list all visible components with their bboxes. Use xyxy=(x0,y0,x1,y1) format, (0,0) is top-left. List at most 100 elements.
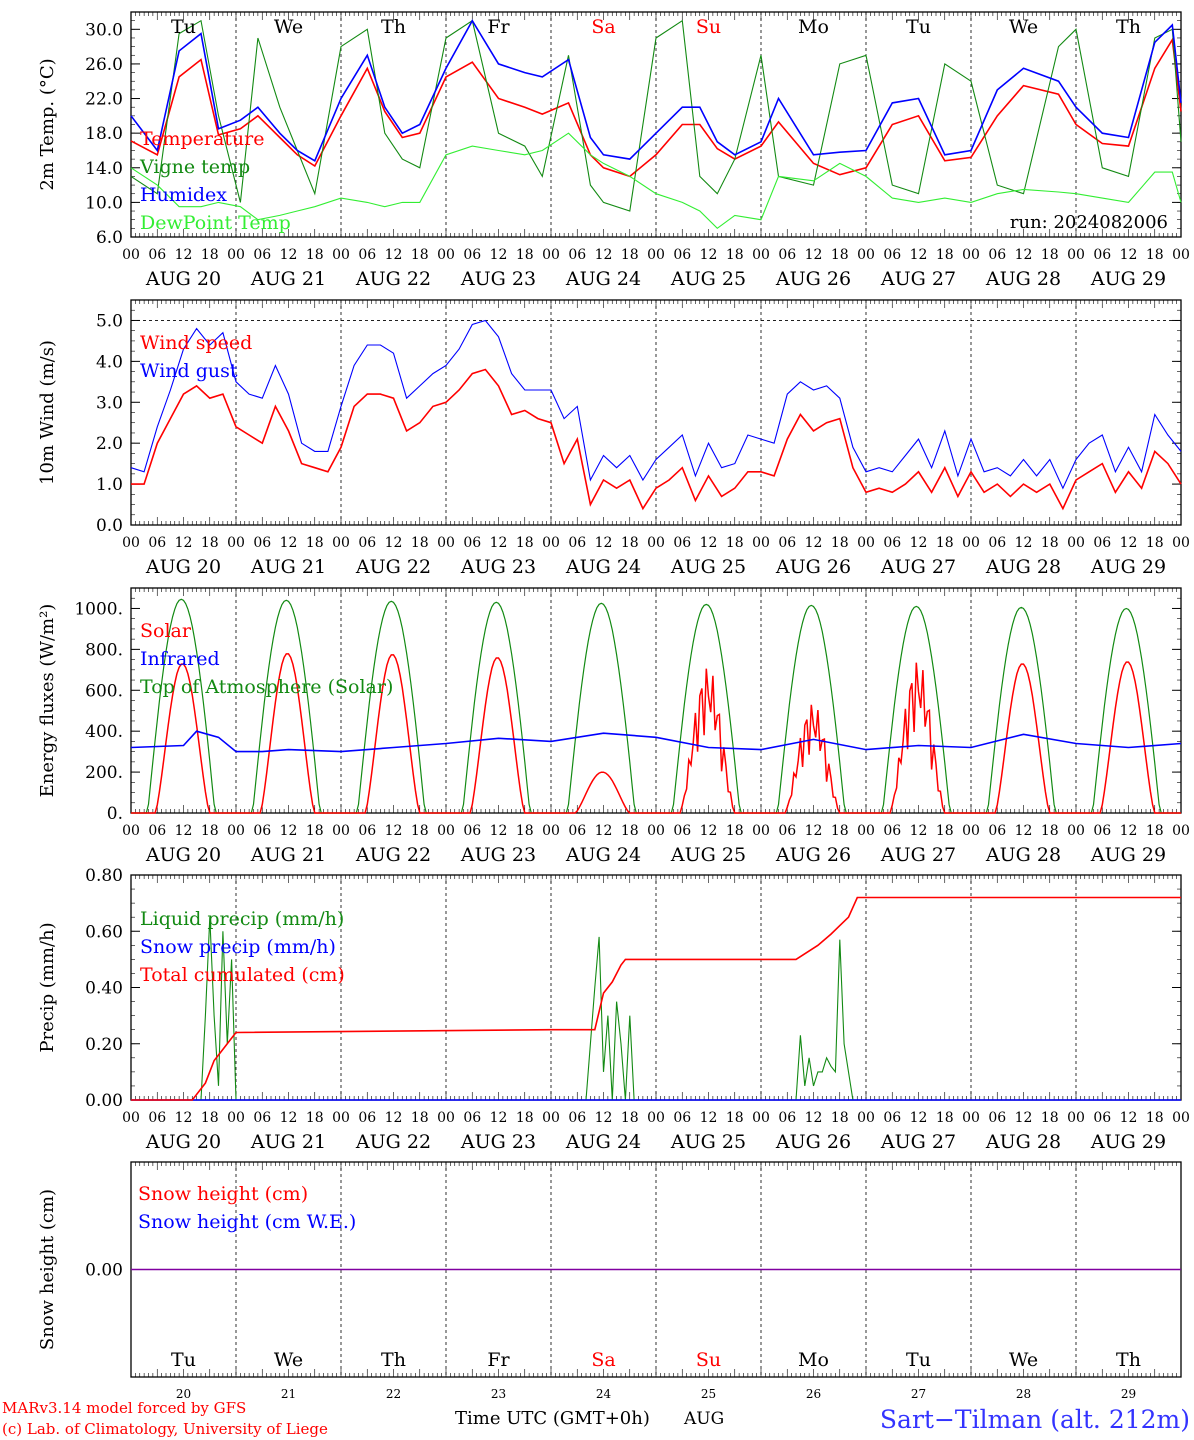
hour-tick-label: 12 xyxy=(700,823,718,839)
weekday-label-bottom: Fr xyxy=(487,1349,510,1371)
hour-tick-label: 06 xyxy=(883,1110,901,1126)
station-label: Sart−Tilman (alt. 212m) xyxy=(880,1405,1190,1434)
hour-tick-label: 12 xyxy=(1120,535,1138,551)
hour-tick-label: 18 xyxy=(201,823,219,839)
hour-tick-label: 06 xyxy=(463,535,481,551)
hour-tick-label: 18 xyxy=(831,247,849,263)
hour-tick-label: 18 xyxy=(411,535,429,551)
weekday-label-top: Th xyxy=(1116,16,1141,38)
hour-tick-label: 00 xyxy=(1067,247,1085,263)
hour-tick-label: 12 xyxy=(1015,247,1033,263)
weekday-label-top: We xyxy=(1009,16,1038,38)
y-axis-label: 10m Wind (m/s) xyxy=(37,340,58,485)
hour-tick-label: 06 xyxy=(988,247,1006,263)
hour-tick-label: 00 xyxy=(122,1110,140,1126)
hour-tick-label: 00 xyxy=(227,1110,245,1126)
y-tick-label: 6.0 xyxy=(96,228,123,248)
hour-tick-label: 00 xyxy=(647,823,665,839)
legend-entry: Liquid precip (mm/h) xyxy=(140,908,344,930)
panel-frame xyxy=(130,587,1182,814)
day-number-label: 21 xyxy=(281,1387,296,1401)
credit-line-2: (c) Lab. of Climatology, University of L… xyxy=(2,1420,328,1438)
hour-tick-label: 00 xyxy=(542,1110,560,1126)
hour-tick-label: 18 xyxy=(726,535,744,551)
hour-tick-label: 18 xyxy=(306,535,324,551)
series-line xyxy=(130,319,1182,490)
hour-tick-label: 00 xyxy=(1172,535,1190,551)
date-label: AUG 21 xyxy=(250,844,326,866)
hour-tick-label: 00 xyxy=(542,823,560,839)
hour-tick-label: 12 xyxy=(175,823,193,839)
panel-frame xyxy=(130,11,1182,238)
hour-tick-label: 12 xyxy=(490,535,508,551)
hour-tick-label: 06 xyxy=(673,823,691,839)
hour-tick-label: 06 xyxy=(148,823,166,839)
legend-entry: Total cumulated (cm) xyxy=(140,964,345,986)
credit-line-1: MARv3.14 model forced by GFS xyxy=(2,1399,246,1417)
legend-entry: Temperature xyxy=(140,128,264,150)
hour-tick-label: 06 xyxy=(358,823,376,839)
hour-tick-label: 18 xyxy=(1146,1110,1164,1126)
panel-temp: 6.0 10.0 14.0 18.0 22.0 26.0 30.0 2m Temp. (°C)… xyxy=(37,11,1190,290)
hour-tick-label: 12 xyxy=(1015,535,1033,551)
hour-tick-label: 00 xyxy=(437,247,455,263)
legend-entry: Snow precip (mm/h) xyxy=(140,936,336,958)
legend-entry: Wind speed xyxy=(140,332,252,354)
hour-tick-label: 06 xyxy=(778,1110,796,1126)
hour-tick-label: 06 xyxy=(253,535,271,551)
hour-tick-label: 12 xyxy=(385,1110,403,1126)
hour-tick-label: 12 xyxy=(1015,1110,1033,1126)
date-label: AUG 20 xyxy=(145,268,221,290)
hour-tick-label: 12 xyxy=(595,1110,613,1126)
hour-tick-label: 00 xyxy=(437,823,455,839)
date-label: AUG 27 xyxy=(880,268,956,290)
hour-tick-label: 12 xyxy=(910,247,928,263)
date-label: AUG 27 xyxy=(880,844,956,866)
hour-tick-label: 12 xyxy=(1120,823,1138,839)
legend-entry: DewPoint Temp xyxy=(140,212,291,234)
date-label: AUG 28 xyxy=(985,844,1061,866)
y-tick-label: 5.0 xyxy=(96,311,123,331)
hour-tick-label: 00 xyxy=(647,247,665,263)
date-label: AUG 24 xyxy=(565,268,641,290)
hour-tick-label: 12 xyxy=(1120,1110,1138,1126)
hour-tick-label: 06 xyxy=(253,1110,271,1126)
hour-tick-label: 18 xyxy=(411,247,429,263)
hour-tick-label: 12 xyxy=(595,535,613,551)
weekday-label-top: Mo xyxy=(798,16,829,38)
hour-tick-label: 12 xyxy=(280,1110,298,1126)
hour-tick-label: 12 xyxy=(700,247,718,263)
day-number-label: 24 xyxy=(596,1387,612,1401)
hour-tick-label: 06 xyxy=(568,1110,586,1126)
y-tick-label: 400. xyxy=(85,722,123,742)
hour-tick-label: 18 xyxy=(726,823,744,839)
hour-tick-label: 18 xyxy=(201,535,219,551)
hour-tick-label: 00 xyxy=(1172,1110,1190,1126)
hour-tick-label: 06 xyxy=(148,247,166,263)
hour-tick-label: 12 xyxy=(385,823,403,839)
hour-tick-label: 00 xyxy=(227,535,245,551)
hour-tick-label: 18 xyxy=(936,247,954,263)
hour-tick-label: 00 xyxy=(437,1110,455,1126)
hour-tick-label: 18 xyxy=(1041,823,1059,839)
hour-tick-label: 00 xyxy=(332,823,350,839)
weekday-label-top: Th xyxy=(381,16,406,38)
hour-tick-label: 06 xyxy=(988,535,1006,551)
date-label: AUG 24 xyxy=(565,844,641,866)
hour-tick-label: 06 xyxy=(253,823,271,839)
hour-tick-label: 00 xyxy=(962,535,980,551)
day-number-label: 29 xyxy=(1121,1387,1136,1401)
hour-tick-label: 00 xyxy=(122,823,140,839)
weekday-label-top: Tu xyxy=(906,16,931,38)
hour-tick-label: 00 xyxy=(1172,247,1190,263)
date-label: AUG 23 xyxy=(460,844,536,866)
series-line xyxy=(130,19,1182,162)
hour-tick-label: 12 xyxy=(1015,823,1033,839)
hour-tick-label: 06 xyxy=(988,823,1006,839)
hour-tick-label: 12 xyxy=(280,823,298,839)
weekday-label-bottom: Su xyxy=(696,1349,721,1371)
hour-tick-label: 12 xyxy=(805,823,823,839)
hour-tick-label: 18 xyxy=(1146,823,1164,839)
hour-tick-label: 12 xyxy=(175,1110,193,1126)
date-label: AUG 23 xyxy=(460,556,536,578)
